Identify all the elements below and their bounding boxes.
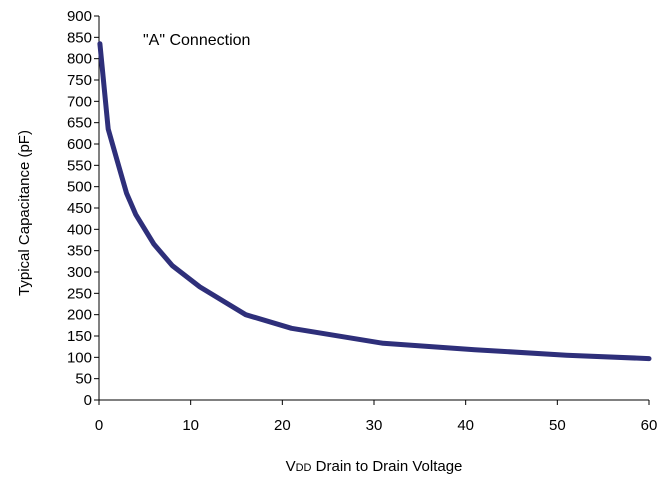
y-tick-label: 250 <box>67 285 92 302</box>
y-tick-label: 900 <box>67 8 92 25</box>
y-tick-label: 800 <box>67 51 92 68</box>
x-tick-label: 10 <box>182 417 199 434</box>
chart-annotation: "A" Connection <box>143 32 250 49</box>
series-line <box>97 41 652 362</box>
x-tick-label: 0 <box>95 417 103 434</box>
y-tick-label: 550 <box>67 157 92 174</box>
x-axis-ticks: 0 10 20 30 40 50 60 <box>95 400 658 434</box>
y-tick-label: 150 <box>67 328 92 345</box>
plot-area: 0501001502002503003504004505005506006507… <box>67 8 657 434</box>
y-tick-label: 350 <box>67 243 92 260</box>
y-tick-label: 500 <box>67 179 92 196</box>
x-axis-title-subscript: DD <box>296 462 312 474</box>
y-tick-label: 0 <box>84 392 92 409</box>
y-tick-label: 300 <box>67 264 92 281</box>
y-tick-label: 650 <box>67 115 92 132</box>
x-axis-title-prefix: V <box>286 458 296 475</box>
y-tick-label: 50 <box>75 371 92 388</box>
x-tick-label: 50 <box>549 417 566 434</box>
x-tick-label: 20 <box>274 417 291 434</box>
y-axis-title: Typical Capacitance (pF) <box>16 130 33 296</box>
y-tick-label: 750 <box>67 72 92 89</box>
y-tick-label: 400 <box>67 221 92 238</box>
y-tick-label: 450 <box>67 200 92 217</box>
y-tick-label: 200 <box>67 307 92 324</box>
y-axis-ticks: 0 50 100 150 200 250 300 350 400 450 500 550 600 650 7… <box>67 8 99 409</box>
x-tick-label: 40 <box>457 417 474 434</box>
x-axis-title-rest: Drain to Drain Voltage <box>311 458 462 475</box>
x-tick-label: 30 <box>366 417 383 434</box>
x-tick-label: 60 <box>641 417 658 434</box>
y-tick-label: 100 <box>67 349 92 366</box>
series-group <box>97 41 652 362</box>
y-tick-label: 700 <box>67 93 92 110</box>
x-axis-title: VDD Drain to Drain Voltage <box>286 458 463 475</box>
y-tick-label: 850 <box>67 29 92 46</box>
y-tick-label: 600 <box>67 136 92 153</box>
